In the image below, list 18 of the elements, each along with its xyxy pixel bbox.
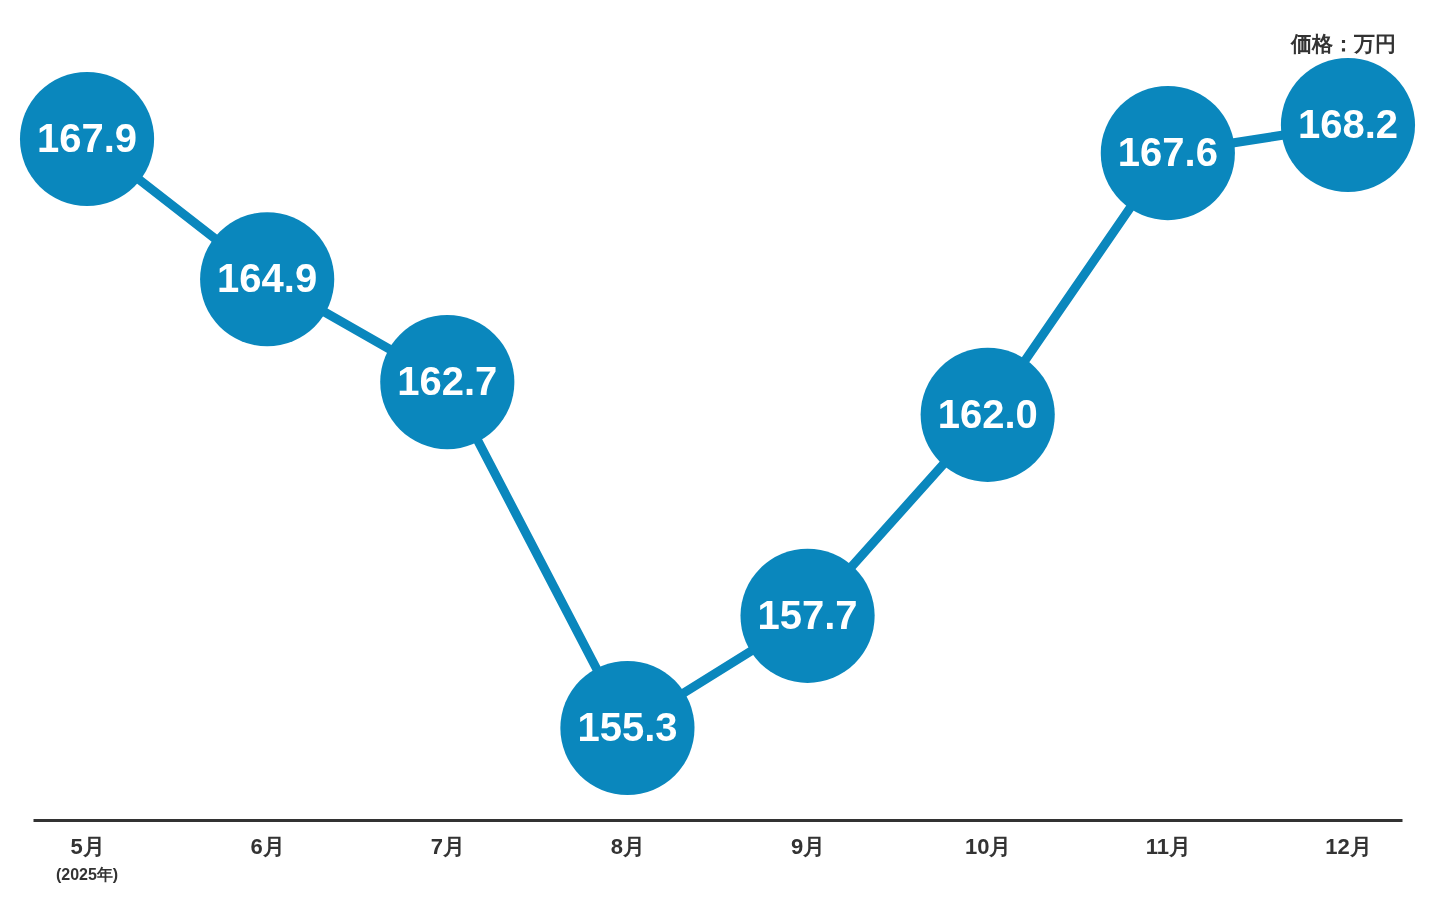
- x-tick-label: 12月: [1325, 833, 1372, 859]
- x-tick-label: 9月: [790, 833, 826, 859]
- data-label: 167.6: [1117, 130, 1218, 175]
- x-tick-label: 11月: [1145, 833, 1191, 859]
- data-label: 157.7: [757, 592, 858, 637]
- x-tick-label: 7月: [430, 833, 465, 859]
- x-tick-label: 10月: [964, 833, 1012, 859]
- data-label: 164.9: [217, 256, 318, 301]
- x-tick-label: 5月: [70, 833, 105, 859]
- data-label: 167.9: [36, 116, 138, 161]
- x-tick-label: 8月: [610, 833, 646, 859]
- y-axis-title: 価格：万円: [1290, 32, 1396, 55]
- data-label: 155.3: [577, 705, 678, 749]
- data-label: 162.7: [397, 359, 498, 404]
- text: (2025年): [55, 866, 119, 883]
- data-label: 168.2: [1297, 102, 1399, 146]
- x-tick-label: 6月: [250, 833, 285, 859]
- data-label: 162.0: [937, 391, 1038, 436]
